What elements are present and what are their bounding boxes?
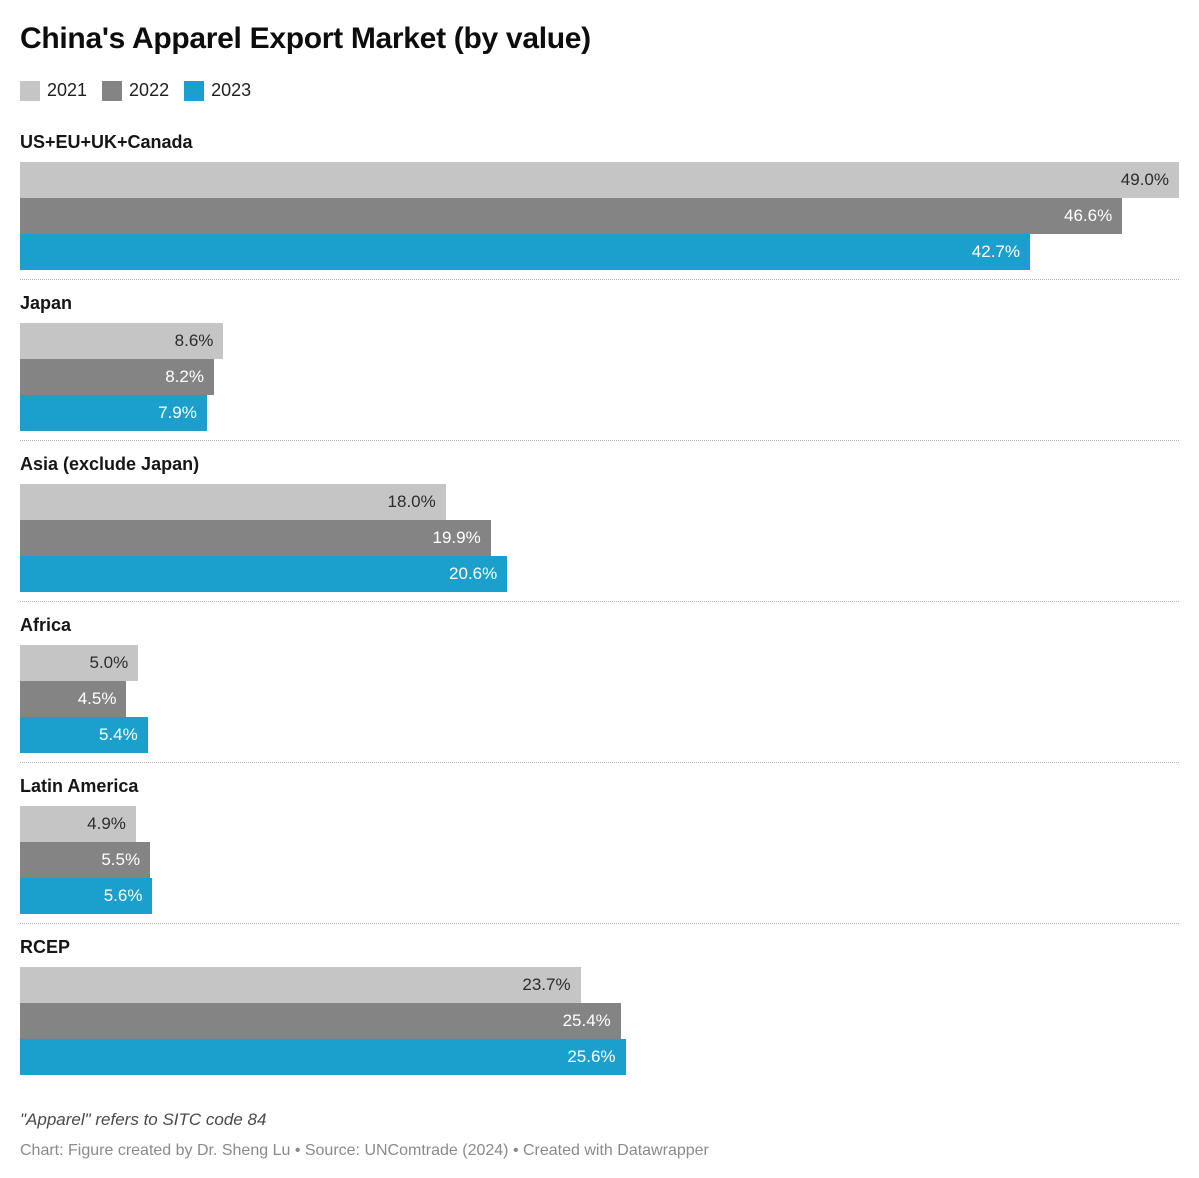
bar-2022: 46.6%	[20, 198, 1123, 234]
legend-label: 2022	[129, 80, 170, 100]
footnote: "Apparel" refers to SITC code 84	[20, 1110, 267, 1129]
bar-value-label: 5.5%	[101, 850, 141, 869]
bar-value-label: 25.6%	[567, 1047, 616, 1066]
legend-swatch-2022	[102, 80, 123, 101]
bar-value-label: 5.4%	[98, 725, 138, 744]
bar-chart: US+EU+UK+Canada 49.0% 46.6% 42.7% Japan 8.6% 8…	[20, 131, 1179, 1084]
bar-group: Latin America 4.9% 5.5% 5.6%	[20, 775, 1179, 924]
legend-item-2022: 2022	[102, 80, 169, 101]
bar-value-label: 23.7%	[522, 975, 571, 994]
bar-group: RCEP 23.7% 25.4% 25.6%	[20, 936, 1179, 1084]
bar-2023: 5.6%	[20, 878, 153, 914]
bar-value-label: 20.6%	[449, 564, 498, 583]
bar-2021: 23.7%	[20, 967, 581, 1003]
legend-item-2023: 2023	[184, 80, 251, 101]
legend-item-2021: 2021	[20, 80, 87, 101]
group-label: Japan	[20, 293, 73, 313]
bar-2021: 8.6%	[20, 323, 224, 359]
bar-group: Japan 8.6% 8.2% 7.9%	[20, 292, 1179, 441]
bar-value-label: 4.9%	[87, 814, 126, 833]
bar-2022: 5.5%	[20, 842, 151, 878]
bar-value-label: 25.4%	[562, 1011, 611, 1030]
bar-value-label: 18.0%	[387, 492, 436, 511]
bar-value-label: 42.7%	[971, 242, 1020, 261]
chart-title: China's Apparel Export Market (by value)	[20, 22, 591, 55]
bar-2023: 5.4%	[20, 717, 148, 753]
legend-swatch-2021	[20, 80, 40, 101]
bar-2023: 20.6%	[20, 556, 508, 592]
bar-value-label: 8.2%	[165, 367, 204, 386]
bar-value-label: 8.6%	[174, 331, 214, 350]
bar-2023: 25.6%	[20, 1039, 626, 1075]
bar-value-label: 5.6%	[103, 886, 143, 905]
bar-2022: 4.5%	[20, 681, 127, 717]
bar-2021: 18.0%	[20, 484, 446, 520]
bar-value-label: 4.5%	[77, 689, 117, 708]
legend-swatch-2023	[184, 80, 205, 101]
bar-2022: 19.9%	[20, 520, 491, 556]
bar-value-label: 46.6%	[1064, 206, 1113, 225]
bar-2022: 25.4%	[20, 1003, 621, 1039]
bar-value-label: 49.0%	[1120, 170, 1169, 189]
group-label: Latin America	[20, 776, 139, 796]
group-label: US+EU+UK+Canada	[20, 132, 193, 152]
bar-2023: 42.7%	[20, 234, 1030, 270]
bar-value-label: 5.0%	[89, 653, 129, 672]
bar-2021: 4.9%	[20, 806, 136, 842]
group-label: RCEP	[20, 937, 71, 957]
legend-label: 2023	[211, 80, 252, 100]
bar-2021: 49.0%	[20, 162, 1179, 198]
bar-value-label: 19.9%	[432, 528, 481, 547]
credit-line: Chart: Figure created by Dr. Sheng Lu • …	[20, 1142, 709, 1159]
bar-2023: 7.9%	[20, 395, 207, 431]
bar-group: US+EU+UK+Canada 49.0% 46.6% 42.7%	[20, 131, 1179, 280]
group-label: Africa	[20, 615, 72, 635]
bar-2022: 8.2%	[20, 359, 214, 395]
legend: 2021 2022 2023	[20, 80, 1179, 101]
bar-group: Africa 5.0% 4.5% 5.4%	[20, 614, 1179, 763]
group-label: Asia (exclude Japan)	[20, 454, 200, 474]
bar-value-label: 7.9%	[158, 403, 197, 422]
legend-label: 2021	[47, 80, 88, 100]
bar-2021: 5.0%	[20, 645, 139, 681]
bar-group: Asia (exclude Japan) 18.0% 19.9% 20.6%	[20, 453, 1179, 602]
